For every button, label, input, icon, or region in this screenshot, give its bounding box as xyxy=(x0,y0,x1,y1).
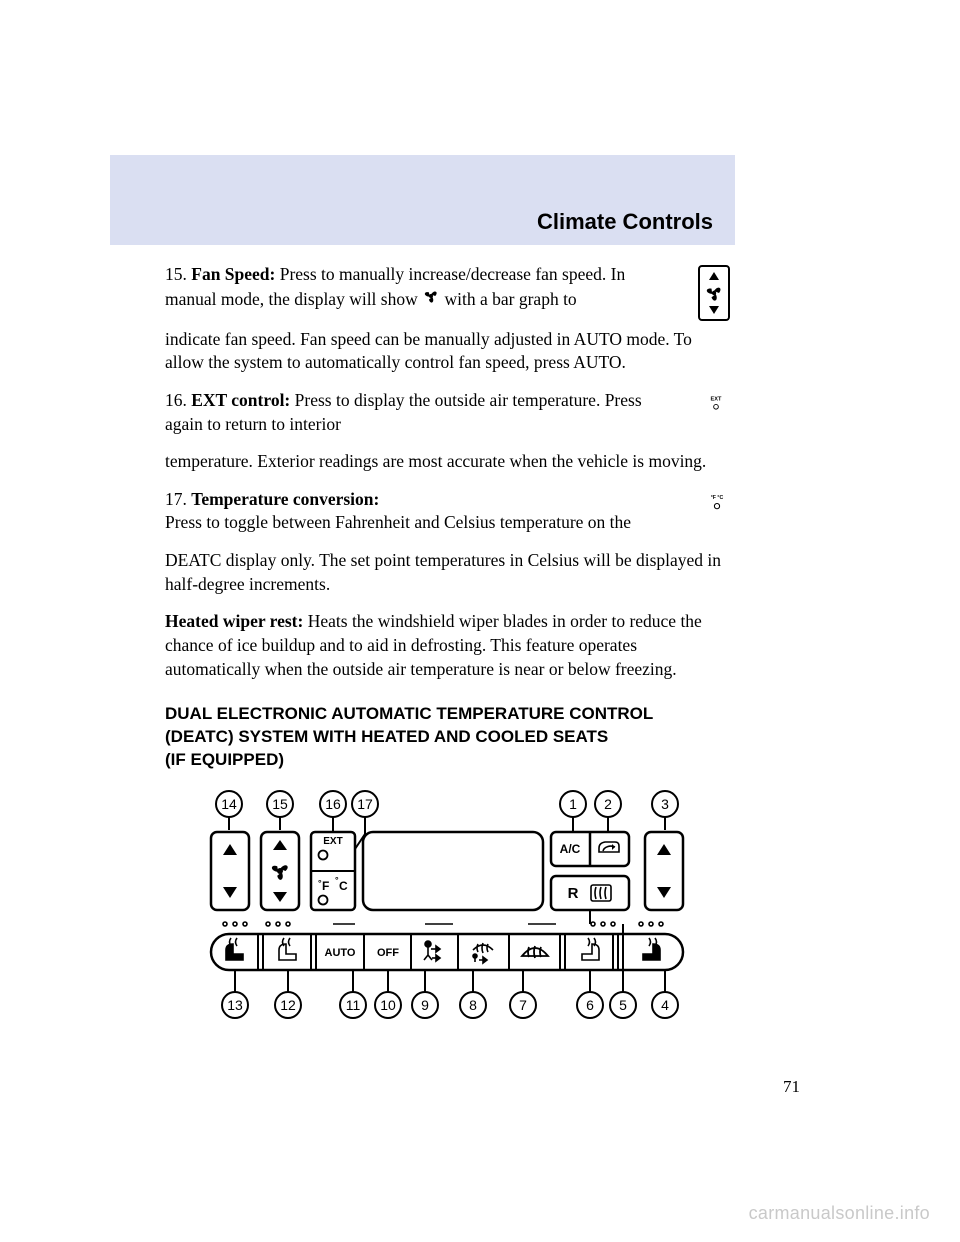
heated-wiper: Heated wiper rest: Heats the windshield … xyxy=(165,610,730,681)
svg-text:9: 9 xyxy=(421,997,429,1013)
item-15-num: 15. xyxy=(165,264,187,284)
item-17-label: Temperature conversion: xyxy=(191,489,379,509)
svg-text:A/C: A/C xyxy=(559,842,580,856)
svg-text:4: 4 xyxy=(661,997,669,1013)
heated-wiper-label: Heated wiper rest: xyxy=(165,611,303,631)
svg-text:16: 16 xyxy=(325,796,341,812)
item-15-t2: with a bar graph to xyxy=(445,289,577,309)
svg-text:8: 8 xyxy=(469,997,477,1013)
item-17: °F °C 17. Temperature conversion: Press … xyxy=(165,488,730,597)
svg-text:1: 1 xyxy=(569,796,577,812)
svg-text:R: R xyxy=(567,885,578,902)
svg-text:EXT: EXT xyxy=(323,836,342,847)
svg-text:13: 13 xyxy=(227,997,243,1013)
svg-text:10: 10 xyxy=(380,997,396,1013)
item-17-t2: DEATC display only. The set point temper… xyxy=(165,549,730,596)
item-16-num: 16. xyxy=(165,390,187,410)
fc-button-icon: °F °C xyxy=(704,490,730,523)
fan-speed-button-icon xyxy=(698,265,730,328)
heading-l1: DUAL ELECTRONIC AUTOMATIC TEMPERATURE CO… xyxy=(165,703,730,726)
header-band: Climate Controls xyxy=(110,155,735,245)
heading-l3: (IF EQUIPPED) xyxy=(165,749,730,772)
item-16: EXT 16. EXT control: Press to display th… xyxy=(165,389,730,474)
page-number: 71 xyxy=(783,1077,800,1097)
item-15-t3: indicate fan speed. Fan speed can be man… xyxy=(165,328,730,375)
heading-l2: (DEATC) SYSTEM WITH HEATED AND COOLED SE… xyxy=(165,726,730,749)
item-17-t1: Press to toggle between Fahrenheit and C… xyxy=(165,512,631,532)
svg-text:7: 7 xyxy=(519,997,527,1013)
svg-text:6: 6 xyxy=(586,997,594,1013)
deatc-diagram: 14 15 16 17 1 2 3 xyxy=(165,782,730,1032)
svg-text:OFF: OFF xyxy=(377,947,399,959)
item-15-label: Fan Speed: xyxy=(191,264,275,284)
svg-text:C: C xyxy=(339,879,348,893)
item-16-label: EXT control: xyxy=(191,390,290,410)
svg-text:EXT: EXT xyxy=(711,396,722,402)
svg-text:15: 15 xyxy=(272,796,288,812)
section-heading: DUAL ELECTRONIC AUTOMATIC TEMPERATURE CO… xyxy=(165,703,730,772)
svg-text:12: 12 xyxy=(280,997,296,1013)
fan-icon xyxy=(422,287,440,312)
svg-text:AUTO: AUTO xyxy=(324,947,355,959)
item-16-t2: temperature. Exterior readings are most … xyxy=(165,450,730,474)
svg-text:11: 11 xyxy=(345,997,360,1013)
svg-text:F: F xyxy=(322,879,329,893)
item-15: 15. Fan Speed: Press to manually increas… xyxy=(165,263,730,375)
ext-button-icon: EXT xyxy=(702,391,730,424)
item-17-num: 17. xyxy=(165,489,187,509)
page-title: Climate Controls xyxy=(537,209,713,235)
svg-text:2: 2 xyxy=(604,796,612,812)
svg-text:5: 5 xyxy=(619,997,627,1013)
svg-text:17: 17 xyxy=(357,796,373,812)
svg-text:3: 3 xyxy=(661,796,669,812)
svg-text:°F °C: °F °C xyxy=(711,495,724,501)
svg-text:14: 14 xyxy=(221,796,237,812)
watermark: carmanualsonline.info xyxy=(749,1203,930,1224)
